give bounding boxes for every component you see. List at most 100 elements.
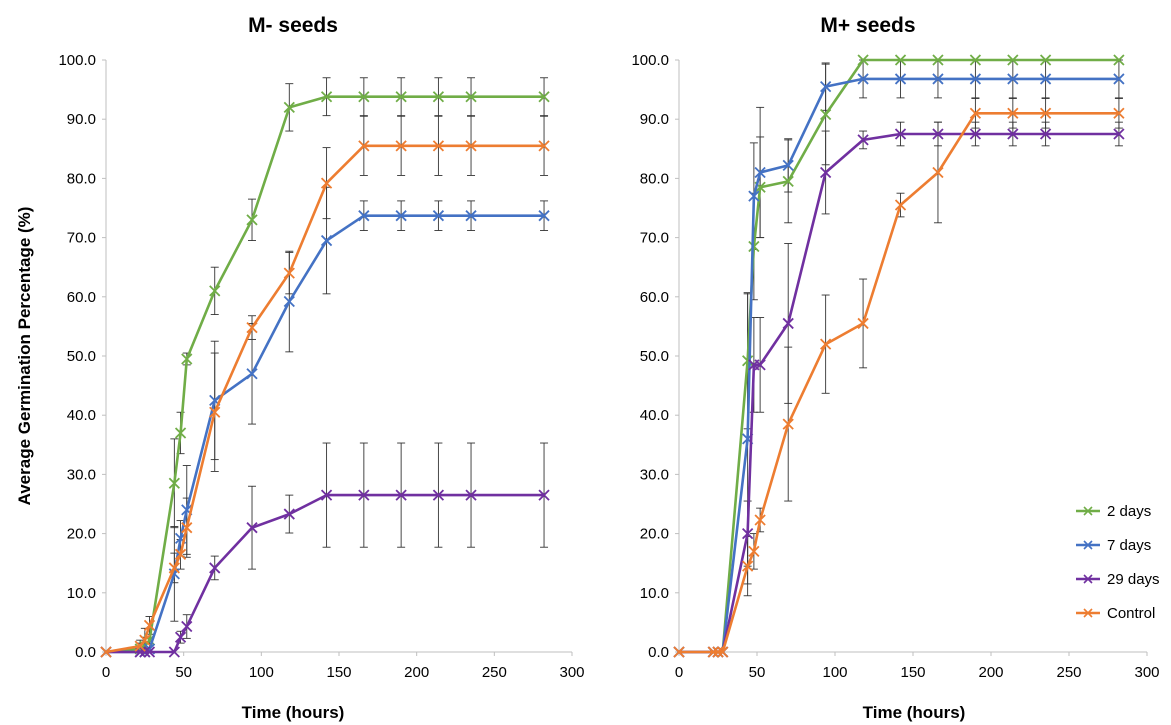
- data-point: [673, 646, 685, 658]
- data-point: [742, 527, 754, 540]
- data-point: [320, 234, 333, 247]
- data-point: [465, 91, 477, 103]
- x-axis-label: Time (hours): [242, 703, 345, 722]
- y-tick-label: 30.0: [67, 466, 96, 483]
- data-point: [246, 214, 258, 226]
- x-tick-label: 50: [749, 664, 766, 681]
- x-tick-label: 300: [559, 664, 584, 681]
- legend-marker: [1083, 506, 1093, 516]
- legend-marker: [1083, 574, 1093, 584]
- data-point: [1039, 128, 1052, 140]
- data-point: [395, 91, 407, 103]
- data-point: [820, 108, 832, 121]
- data-point: [209, 285, 221, 297]
- data-point: [857, 54, 869, 66]
- data-point: [358, 140, 370, 152]
- data-point: [283, 295, 295, 308]
- legend-label: Control: [1107, 605, 1155, 622]
- data-point: [969, 73, 982, 85]
- data-point: [100, 646, 112, 658]
- data-point: [465, 210, 477, 222]
- y-tick-label: 0.0: [75, 644, 96, 661]
- data-point: [1007, 128, 1019, 140]
- y-tick-label: 40.0: [640, 407, 669, 424]
- legend-label: 7 days: [1107, 537, 1151, 554]
- y-tick-label: 60.0: [67, 289, 96, 306]
- data-point: [782, 175, 794, 187]
- data-point: [143, 646, 156, 658]
- data-point: [181, 522, 193, 534]
- x-tick-label: 0: [675, 664, 683, 681]
- x-tick-label: 150: [326, 664, 351, 681]
- series-2-days: [100, 91, 550, 658]
- data-point: [707, 646, 719, 658]
- x-tick-label: 250: [1056, 664, 1081, 681]
- legend-label: 29 days: [1107, 571, 1160, 588]
- data-point: [717, 646, 729, 658]
- data-point: [395, 140, 407, 152]
- data-point: [1113, 73, 1125, 85]
- x-tick-label: 200: [404, 664, 429, 681]
- legend-item-control: Control: [1076, 605, 1155, 622]
- data-point: [1007, 54, 1019, 66]
- x-tick-label: 50: [175, 664, 192, 681]
- data-point: [283, 267, 295, 279]
- error-bars-7-days: [145, 186, 549, 653]
- data-point: [320, 91, 333, 103]
- series-line: [106, 493, 544, 654]
- data-point: [932, 73, 944, 85]
- data-point: [782, 317, 794, 330]
- data-point: [857, 73, 869, 85]
- y-tick-label: 10.0: [640, 585, 669, 602]
- chart-title: M+ seeds: [820, 14, 915, 37]
- data-point: [820, 81, 832, 93]
- data-point: [358, 91, 370, 103]
- error-bars-29-days: [176, 442, 549, 644]
- data-point: [894, 54, 907, 66]
- error-bars-29-days: [743, 121, 1123, 567]
- series-7-days: [100, 210, 550, 658]
- data-point: [1007, 73, 1019, 85]
- data-point: [820, 166, 832, 179]
- data-point: [465, 489, 477, 501]
- x-axis-label: Time (hours): [863, 703, 966, 722]
- data-point: [754, 166, 766, 179]
- data-point: [1113, 54, 1125, 66]
- data-point: [181, 620, 193, 633]
- series-line: [105, 95, 544, 654]
- data-point: [538, 140, 550, 152]
- data-point: [181, 353, 193, 365]
- data-point: [538, 489, 550, 501]
- data-point: [932, 54, 944, 66]
- data-point: [432, 91, 445, 103]
- data-point: [932, 128, 944, 140]
- data-point: [742, 560, 754, 572]
- y-tick-label: 20.0: [640, 526, 669, 543]
- data-point: [894, 73, 907, 85]
- data-point: [1039, 107, 1052, 119]
- error-bars-2-days: [136, 77, 549, 653]
- series-control: [673, 107, 1125, 658]
- y-tick-label: 0.0: [648, 644, 669, 661]
- data-point: [395, 489, 407, 501]
- data-point: [395, 210, 407, 222]
- data-point: [320, 489, 333, 501]
- data-point: [894, 199, 907, 211]
- data-point: [168, 477, 180, 489]
- y-axis-label: Average Germination Percentage (%): [15, 207, 34, 506]
- data-point: [748, 545, 760, 557]
- data-point: [283, 508, 295, 520]
- data-point: [969, 128, 982, 140]
- data-point: [246, 368, 258, 380]
- y-tick-label: 60.0: [640, 289, 669, 306]
- data-point: [174, 548, 187, 560]
- data-point: [754, 359, 766, 371]
- data-point: [168, 646, 180, 658]
- y-tick-label: 100.0: [631, 52, 669, 69]
- data-point: [432, 210, 445, 222]
- series-line: [106, 214, 544, 654]
- y-tick-label: 10.0: [67, 585, 96, 602]
- x-tick-label: 150: [900, 664, 925, 681]
- data-point: [168, 562, 180, 574]
